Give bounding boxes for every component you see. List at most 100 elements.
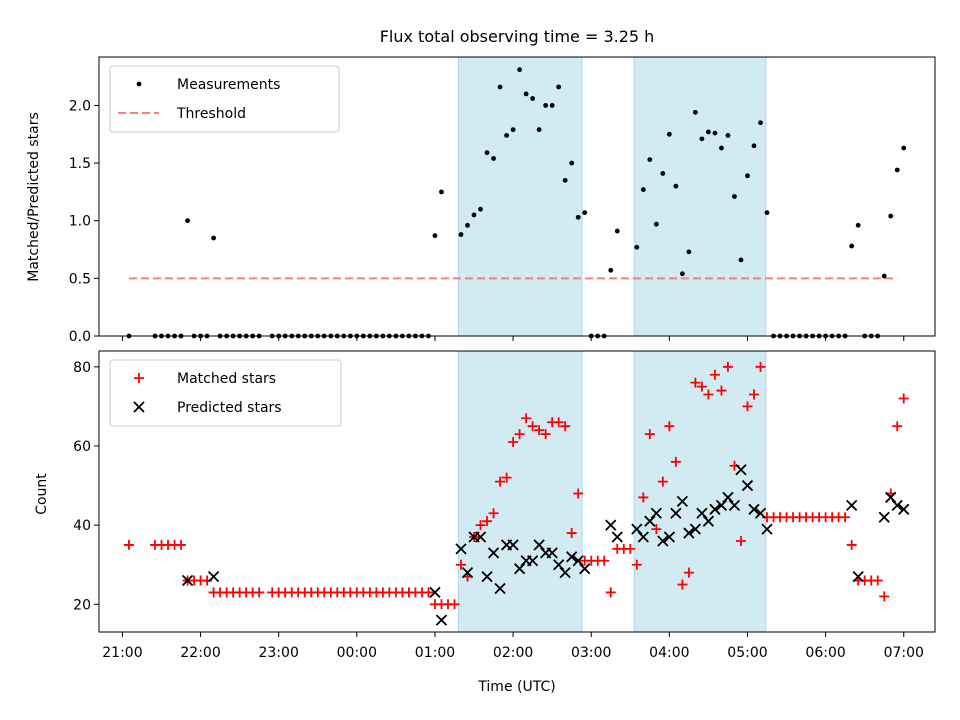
- bottom-cross-point-1-33: [676, 495, 689, 508]
- bottom-x-tick-label-10: 07:00: [884, 645, 924, 661]
- top-dot-point-0-75: [666, 131, 672, 137]
- bottom-plus-point-0-62: [553, 417, 564, 428]
- top-dot-point-0-51: [497, 84, 503, 90]
- bottom-x-tick-label-4: 01:00: [415, 645, 455, 661]
- bottom-y-axis-label: Count: [34, 473, 50, 515]
- bottom-plus-point-0-82: [683, 567, 694, 578]
- top-dot-point-0-87: [745, 173, 750, 179]
- top-dot-point-0-53: [510, 127, 516, 133]
- top-dot-point-0-56: [530, 96, 536, 101]
- top-dot-point-0-10: [211, 235, 216, 241]
- bottom-cross-point-1-1: [207, 570, 220, 583]
- top-dot-point-0-62: [569, 160, 575, 166]
- bottom-x-tick-label-6: 03:00: [571, 645, 611, 661]
- bottom-plus-point-0-53: [495, 476, 506, 487]
- bottom-plus-point-0-88: [722, 361, 733, 372]
- top-dot-point-0-6: [185, 218, 190, 224]
- bottom-cross-point-1-13: [513, 563, 526, 575]
- top-dot-point-0-85: [732, 194, 737, 199]
- bottom-plus-point-0-64: [566, 528, 577, 539]
- bottom-cross-point-1-31: [663, 531, 675, 543]
- bottom-cross-point-1-41: [728, 499, 741, 511]
- bottom-shaded-span-1: [633, 350, 767, 633]
- top-dot-point-0-47: [471, 212, 477, 218]
- bottom-cross-point-1-9: [487, 547, 500, 559]
- bottom-cross-point-1-7: [474, 531, 487, 543]
- top-dot-point-0-59: [549, 103, 555, 108]
- bottom-legend-swatch-1: [133, 401, 145, 413]
- top-dot-point-0-111: [901, 145, 907, 151]
- bottom-y-tick-label-2: 60: [73, 439, 91, 455]
- bottom-cross-point-1-29: [650, 507, 662, 519]
- top-dot-point-0-48: [478, 206, 483, 212]
- top-dot-point-0-57: [536, 127, 542, 133]
- bottom-plus-point-0-115: [898, 393, 909, 404]
- top-y-tick-label-2: 1.0: [69, 214, 91, 230]
- bottom-cross-point-1-15: [526, 555, 539, 567]
- top-dot-point-0-54: [517, 67, 523, 73]
- bottom-plus-point-0-59: [534, 425, 545, 436]
- top-dot-point-0-50: [491, 156, 496, 161]
- bottom-cross-point-1-3: [435, 614, 448, 626]
- bottom-legend-swatch-0: [134, 373, 144, 383]
- bottom-legend-box: [109, 359, 342, 427]
- bottom-plus-point-0-83: [690, 377, 701, 388]
- bottom-plus-point-0-57: [521, 413, 532, 424]
- bottom-plus-point-0-79: [664, 421, 675, 432]
- top-panel: 0.0 0.5 1.0 1.5 2.0 Measurements Threshold: [69, 56, 936, 345]
- bottom-x-tick-label-5: 02:00: [493, 645, 533, 661]
- bottom-cross-point-1-19: [553, 559, 565, 571]
- bottom-cross-point-1-8: [481, 570, 493, 583]
- top-dot-point-0-79: [692, 109, 698, 115]
- bottom-plus-point-0-93: [755, 361, 766, 372]
- top-legend-box: [109, 65, 340, 133]
- bottom-plus-point-0-73: [625, 543, 636, 554]
- bottom-plus-point-0-70: [605, 587, 616, 598]
- bottom-plus-point-0-69: [599, 555, 610, 566]
- bottom-plus-point-0-78: [657, 476, 668, 487]
- bottom-cross-point-1-42: [735, 464, 747, 476]
- bottom-cross-point-1-25: [611, 531, 623, 543]
- top-dot-point-0-49: [484, 150, 490, 156]
- bottom-cross-point-1-47: [846, 499, 858, 511]
- bottom-plus-point-0-47: [456, 559, 467, 570]
- bottom-legend-label-0: Matched stars: [177, 371, 276, 387]
- top-frame: [98, 56, 936, 337]
- bottom-plus-point-0-87: [716, 385, 727, 396]
- bottom-cross-point-1-12: [507, 539, 519, 551]
- chart-title: Flux total observing time = 3.25 h: [380, 27, 655, 46]
- bottom-cross-point-1-44: [748, 503, 760, 515]
- top-legend-label-0: Measurements: [177, 77, 280, 93]
- top-dot-point-0-71: [640, 187, 646, 192]
- bottom-y-tick-label-0: 20: [73, 597, 91, 613]
- top-y-tick-label-1: 0.5: [69, 271, 91, 287]
- top-dot-point-0-81: [706, 129, 711, 135]
- bottom-plus-point-0-85: [703, 389, 714, 400]
- bottom-cross-point-1-24: [605, 519, 617, 531]
- top-dot-point-0-55: [523, 91, 529, 97]
- top-legend: Measurements Threshold: [109, 65, 340, 133]
- bottom-plus-point-0-46: [449, 599, 460, 610]
- bottom-y-tick-label-1: 40: [73, 518, 91, 534]
- top-dot-point-0-70: [634, 244, 640, 250]
- top-dot-point-0-90: [764, 210, 770, 216]
- top-dot-point-0-46: [465, 222, 470, 228]
- bottom-cross-point-1-38: [709, 503, 721, 515]
- bottom-plus-point-0-74: [631, 559, 642, 570]
- top-dot-point-0-110: [894, 167, 900, 173]
- bottom-plus-point-0-0: [123, 539, 134, 550]
- top-dot-point-0-63: [575, 214, 581, 220]
- top-dot-point-0-77: [679, 271, 685, 277]
- bottom-legend: Matched stars Predicted stars: [109, 359, 342, 427]
- bottom-x-tick-label-7: 04:00: [649, 645, 689, 661]
- top-dot-point-0-76: [673, 183, 679, 189]
- top-dot-point-0-86: [738, 257, 744, 263]
- bottom-x-tick-label-1: 22:00: [180, 645, 220, 661]
- bottom-plus-point-0-55: [508, 437, 519, 448]
- top-dot-point-0-82: [712, 130, 718, 136]
- top-dot-point-0-58: [543, 103, 549, 108]
- bottom-plus-point-0-114: [892, 421, 903, 432]
- top-dot-point-0-45: [458, 232, 464, 237]
- top-dot-point-0-80: [699, 136, 705, 142]
